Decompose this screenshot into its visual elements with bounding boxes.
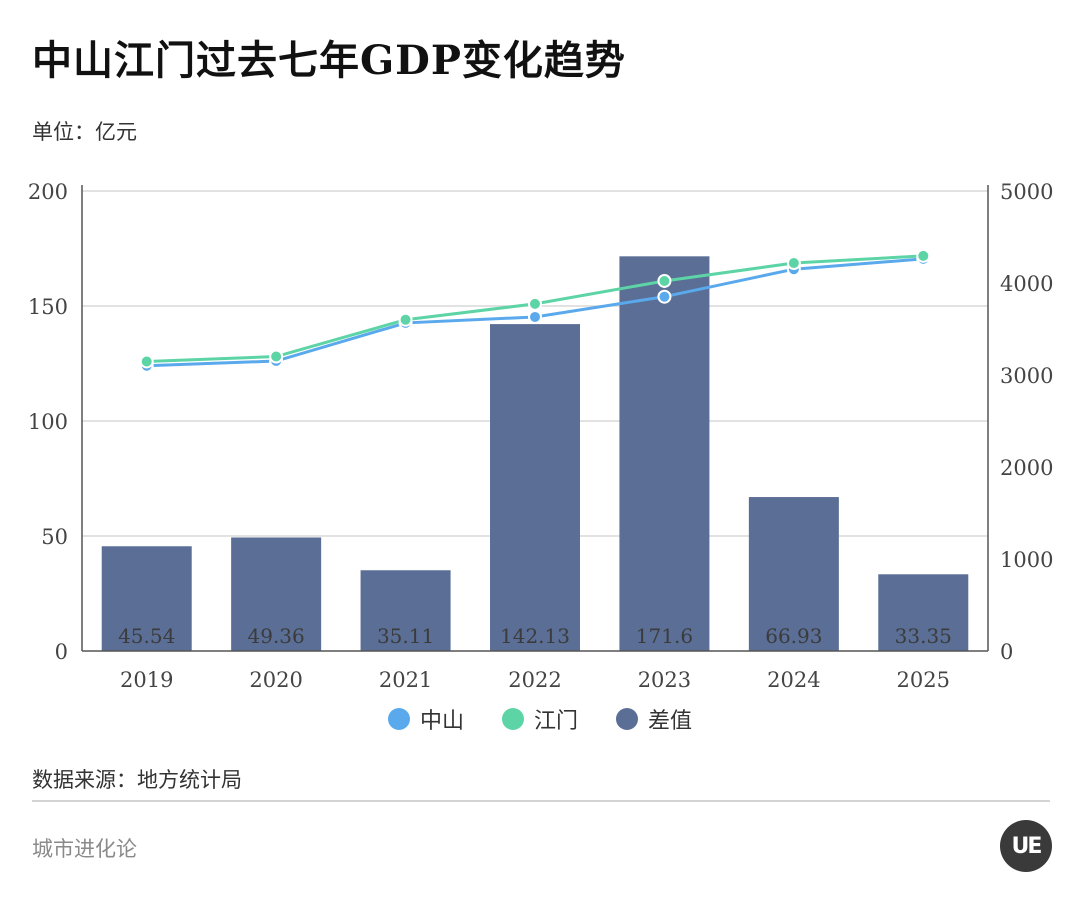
legend-item-diff: 差值 — [616, 703, 692, 735]
jiangmen-point — [139, 354, 154, 369]
right-tick-label: 3000 — [1000, 364, 1053, 388]
bar-value-label: 171.6 — [636, 624, 693, 648]
diff-bar — [878, 574, 969, 651]
legend-label-zhongshan: 中山 — [419, 709, 464, 734]
gdp-lines — [139, 248, 931, 373]
bar-value-label: 142.13 — [500, 624, 570, 648]
x-tick-label: 2019 — [120, 668, 173, 692]
legend-item-jiangmen: 江门 — [501, 703, 578, 735]
x-tick-label: 2021 — [379, 668, 432, 692]
legend-label-jiangmen: 江门 — [533, 709, 578, 734]
x-tick-label: 2022 — [508, 668, 561, 692]
diff-bar — [231, 537, 322, 651]
unit-label: 单位：亿元 — [32, 120, 137, 144]
bar-value-label: 45.54 — [118, 624, 175, 648]
bar-value-label: 35.11 — [377, 624, 434, 648]
diff-bar — [490, 324, 580, 651]
zhongshan-point — [528, 309, 542, 324]
left-tick-label: 0 — [55, 640, 68, 664]
footer-divider — [32, 800, 1050, 802]
diff-bar — [101, 546, 192, 651]
diff-bar — [748, 497, 839, 651]
x-tick-label: 2023 — [638, 668, 691, 692]
jiangmen-point — [528, 296, 542, 311]
x-tick-label: 2025 — [897, 668, 950, 692]
x-tick-label: 2020 — [249, 668, 302, 692]
gdp-chart: 45.54 49.36 35.11 142.13 171.6 66.93 33.35 050… — [28, 180, 1054, 692]
bar-value-label: 49.36 — [248, 624, 305, 648]
jiangmen-point — [269, 349, 284, 364]
right-tick-label: 2000 — [1000, 456, 1053, 480]
left-tick-label: 150 — [28, 295, 68, 319]
data-source: 数据来源：地方统计局 — [32, 768, 242, 792]
right-tick-label: 1000 — [1000, 548, 1053, 572]
jiangmen-point — [657, 273, 672, 288]
left-tick-label: 200 — [28, 180, 68, 204]
diff-bar — [360, 570, 451, 651]
jiangmen-point — [398, 312, 413, 327]
logo-text: UE — [1011, 833, 1043, 859]
x-tick-label: 2024 — [767, 668, 820, 692]
bar-value-label: 33.35 — [895, 624, 952, 648]
jiangmen-point — [916, 248, 931, 263]
legend-label-diff: 差值 — [648, 709, 693, 734]
diff-bar — [619, 256, 710, 651]
legend-item-zhongshan: 中山 — [387, 703, 464, 735]
right-tick-label: 5000 — [1000, 180, 1053, 204]
legend: 中山 江门 差值 — [0, 703, 1080, 735]
left-tick-label: 50 — [41, 525, 68, 549]
legend-swatch-diff — [616, 708, 638, 730]
right-tick-label: 4000 — [1000, 272, 1053, 296]
bar-value-labels: 45.54 49.36 35.11 142.13 171.6 66.93 33.35 — [118, 624, 952, 648]
left-tick-label: 100 — [28, 410, 68, 434]
diff-bars — [101, 256, 969, 651]
chart-title: 中山江门过去七年GDP变化趋势 — [32, 37, 626, 84]
brand-name: 城市进化论 — [32, 837, 137, 861]
right-tick-label: 0 — [1000, 640, 1013, 664]
brand-logo: UE — [1000, 820, 1052, 872]
legend-swatch-zhongshan — [387, 708, 410, 730]
zhongshan-point — [657, 289, 672, 304]
bar-value-label: 66.93 — [765, 624, 822, 648]
jiangmen-point — [786, 256, 801, 271]
legend-swatch-jiangmen — [501, 708, 524, 730]
